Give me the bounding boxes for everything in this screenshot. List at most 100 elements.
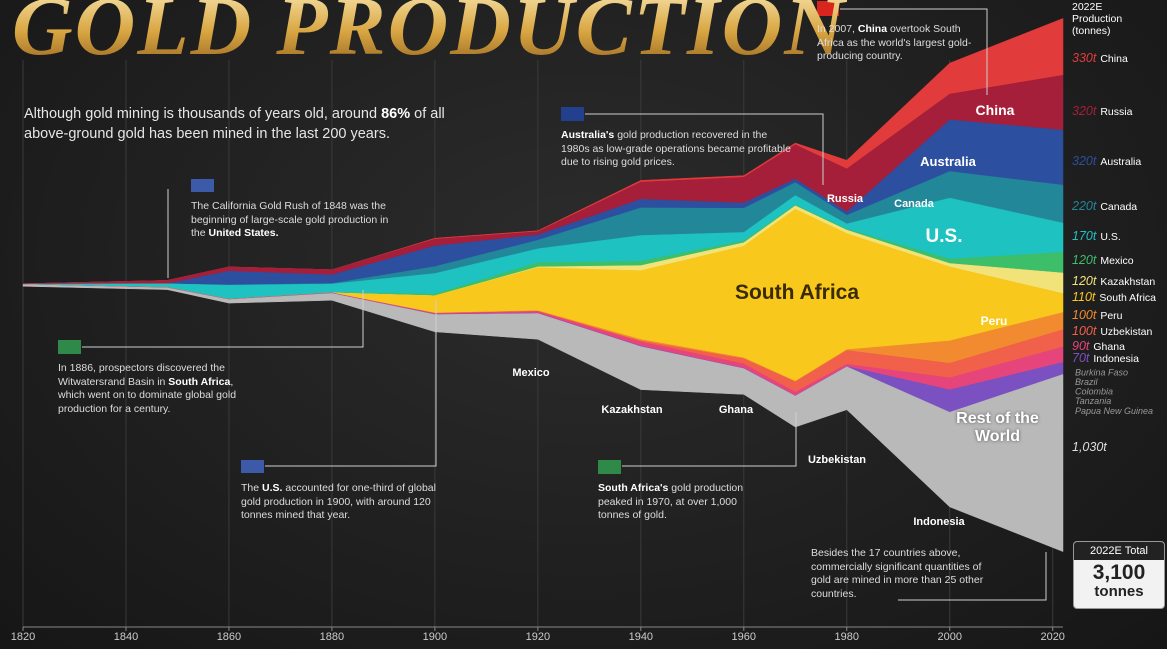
x-tick-label: 1980 xyxy=(835,631,859,643)
annotation-text: The California Gold Rush of 1848 was the… xyxy=(191,200,389,239)
leader-lines xyxy=(82,8,1047,601)
annotation: Besides the 17 countries above, commerci… xyxy=(811,547,1001,601)
value-label: 1,030t xyxy=(1072,440,1107,454)
legend-entry: 100t Uzbekistan xyxy=(1072,324,1152,338)
leader-line xyxy=(622,412,797,467)
series-label: Peru xyxy=(981,314,1008,328)
annotation-text: overtook South Africa as the world's lar… xyxy=(817,23,972,62)
minor-country: Papua New Guinea xyxy=(1075,406,1153,416)
value-label: 110t xyxy=(1072,290,1096,304)
value-label: 220t xyxy=(1071,199,1097,213)
subtitle-text: of all above-ground gold has been mined … xyxy=(24,106,445,142)
legend-name: South Africa xyxy=(1099,292,1156,304)
annotation-text: accounted for one-third of global gold p… xyxy=(241,482,436,521)
series-label: China xyxy=(976,102,1015,118)
x-tick-label: 1820 xyxy=(11,631,35,643)
legend-entry: 1,030tRest of the World xyxy=(1072,440,1107,454)
series-label: Uzbekistan xyxy=(808,454,866,466)
value-label: 100t xyxy=(1072,324,1097,338)
series-label: U.S. xyxy=(926,226,963,247)
legend-name: Australia xyxy=(1100,156,1141,168)
flags xyxy=(58,1,839,474)
total-box: 2022E Total 3,100 tonnes xyxy=(1073,541,1165,609)
series-label: Kazakhstan xyxy=(601,404,662,416)
annotation-text: gold production recovered in the 1980s a… xyxy=(561,129,791,168)
legend-name: U.S. xyxy=(1100,231,1120,243)
minor-country: Tanzania xyxy=(1075,396,1111,406)
x-tick-label: 1940 xyxy=(629,631,653,643)
total-value: 3,100 xyxy=(1092,561,1146,584)
x-tick-label: 1860 xyxy=(217,631,241,643)
flag-us xyxy=(241,460,264,473)
legend-entry: 120t Kazakhstan xyxy=(1072,274,1155,288)
legend-name: Uzbekistan xyxy=(1100,326,1152,338)
legend-name: Russia xyxy=(1100,106,1132,118)
annotation: In 1886, prospectors discovered the Witw… xyxy=(58,362,258,416)
legend-name: Mexico xyxy=(1100,255,1133,267)
legend-entry: 110t South Africa xyxy=(1072,290,1156,304)
legend-name: Canada xyxy=(1100,201,1137,213)
legend-name: Peru xyxy=(1100,310,1122,322)
value-label: 120t xyxy=(1072,253,1097,267)
flag-cn xyxy=(817,1,839,16)
series-label: Indonesia xyxy=(913,516,965,528)
series-label: Ghana xyxy=(719,404,754,416)
legend-entry: 320t Australia xyxy=(1072,154,1141,168)
legend-entry: 90t Ghana xyxy=(1072,339,1125,353)
value-label: 120t xyxy=(1072,274,1097,288)
value-label: 330t xyxy=(1072,51,1097,65)
series-label: South Africa xyxy=(735,281,859,304)
annotation: The U.S. accounted for one-third of glob… xyxy=(241,482,441,523)
series-label: Mexico xyxy=(512,367,550,379)
legend-entry: 100t Peru xyxy=(1072,308,1123,322)
legend-entry: 320t Russia xyxy=(1072,104,1133,118)
legend-name: Ghana xyxy=(1093,341,1125,353)
minor-country: Burkina Faso xyxy=(1075,367,1128,377)
legend-entry: 220t Canada xyxy=(1071,199,1137,213)
title: GOLD PRODUCTION xyxy=(12,0,847,75)
annotation-text: Besides the 17 countries above, commerci… xyxy=(811,547,984,600)
minor-country: Brazil xyxy=(1075,377,1099,387)
legend-entry: 120t Mexico xyxy=(1072,253,1134,267)
value-label: 70t xyxy=(1072,351,1090,365)
value-label: 320t xyxy=(1072,154,1097,168)
legend-entry: 70t Indonesia xyxy=(1072,351,1139,365)
x-tick-label: 2000 xyxy=(937,631,961,643)
annotation: South Africa's gold production peaked in… xyxy=(598,482,763,523)
x-tick-label: 1900 xyxy=(423,631,447,643)
series-label: Russia xyxy=(827,193,864,205)
annotation-text: In 1886, prospectors discovered the Witw… xyxy=(58,362,225,388)
annotation-text: In 2007, xyxy=(817,23,858,35)
annotation-highlight: China xyxy=(857,23,888,35)
x-tick-label: 1920 xyxy=(526,631,550,643)
subtitle-highlight: 86% xyxy=(381,106,411,122)
subtitle: Although gold mining is thousands of yea… xyxy=(24,104,474,144)
annotation: The California Gold Rush of 1848 was the… xyxy=(191,200,391,241)
legend-name: China xyxy=(1100,53,1128,65)
subtitle-text: Although gold mining is thousands of yea… xyxy=(24,106,382,122)
flag-au xyxy=(561,107,584,121)
x-tick-label: 1840 xyxy=(114,631,138,643)
legend-name: Kazakhstan xyxy=(1100,276,1155,288)
legend-entry: 330t China xyxy=(1072,51,1128,65)
annotation: Australia's gold production recovered in… xyxy=(561,129,796,170)
flag-za xyxy=(598,460,621,474)
series-label: Canada xyxy=(894,198,935,210)
annotation: In 2007, China overtook South Africa as … xyxy=(817,23,987,64)
leader-line xyxy=(585,113,824,185)
legend-title: 2022E Production (tonnes) xyxy=(1072,1,1123,37)
streams xyxy=(22,18,1064,552)
series-label: Australia xyxy=(920,154,976,169)
x-tick-label: 2020 xyxy=(1040,631,1064,643)
x-tick-label: 1960 xyxy=(732,631,756,643)
series-label-box: Rest of the World xyxy=(956,410,1039,445)
flag-za xyxy=(58,340,81,354)
value-label: 90t xyxy=(1072,339,1090,353)
leader-line xyxy=(265,300,437,467)
value-label: 170t xyxy=(1072,229,1097,243)
x-tick-label: 1880 xyxy=(320,631,344,643)
annotation-text: The xyxy=(241,482,263,494)
stream-area xyxy=(22,284,1064,552)
